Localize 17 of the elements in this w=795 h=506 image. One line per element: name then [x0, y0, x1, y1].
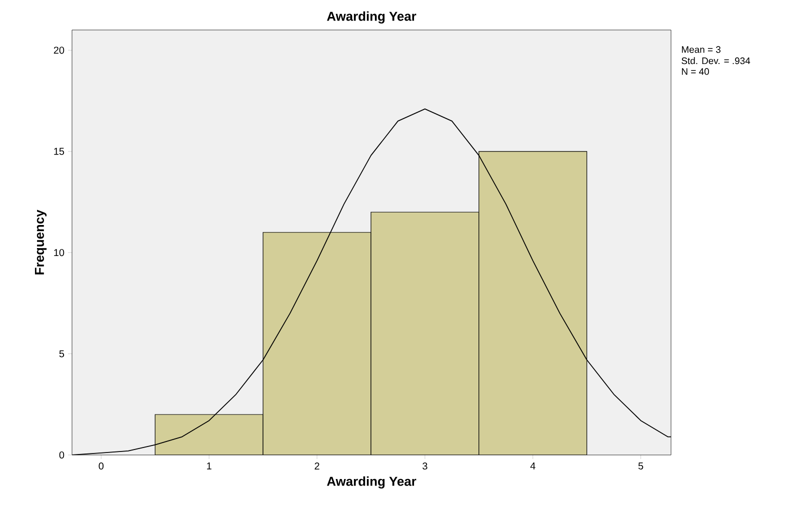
x-tick-label: 0 — [98, 462, 104, 470]
y-axis-title: Frequency — [34, 210, 47, 274]
x-tick-label: 3 — [422, 462, 428, 470]
text: Mean = 3 — [682, 46, 720, 53]
y-tick-label: 20 — [54, 46, 64, 54]
chart-title: Awarding Year — [326, 11, 416, 24]
text: N = 40 — [682, 68, 709, 75]
y-tick-label: 10 — [54, 249, 64, 256]
x-tick-label: 1 — [207, 462, 212, 470]
y-tick-label: 5 — [59, 350, 64, 358]
x-tick-label: 5 — [638, 462, 644, 470]
x-axis-title: Awarding Year — [326, 476, 416, 489]
x-tick-label: 2 — [314, 462, 320, 470]
text: Std. Dev. = .934 — [682, 57, 750, 64]
y-tick-label: 15 — [54, 148, 64, 155]
y-tick-label: 0 — [59, 451, 64, 459]
x-tick-label: 4 — [530, 462, 536, 470]
